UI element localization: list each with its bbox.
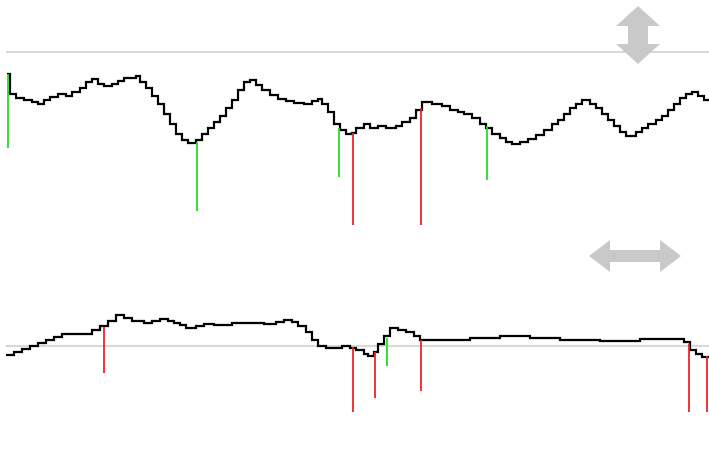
upper-trace xyxy=(7,72,709,146)
horizontal-double-arrow-icon xyxy=(589,240,681,272)
upper-panel xyxy=(6,51,709,225)
lower-panel xyxy=(6,313,709,412)
lower-trace xyxy=(6,313,709,359)
vertical-double-arrow-icon xyxy=(616,6,660,64)
